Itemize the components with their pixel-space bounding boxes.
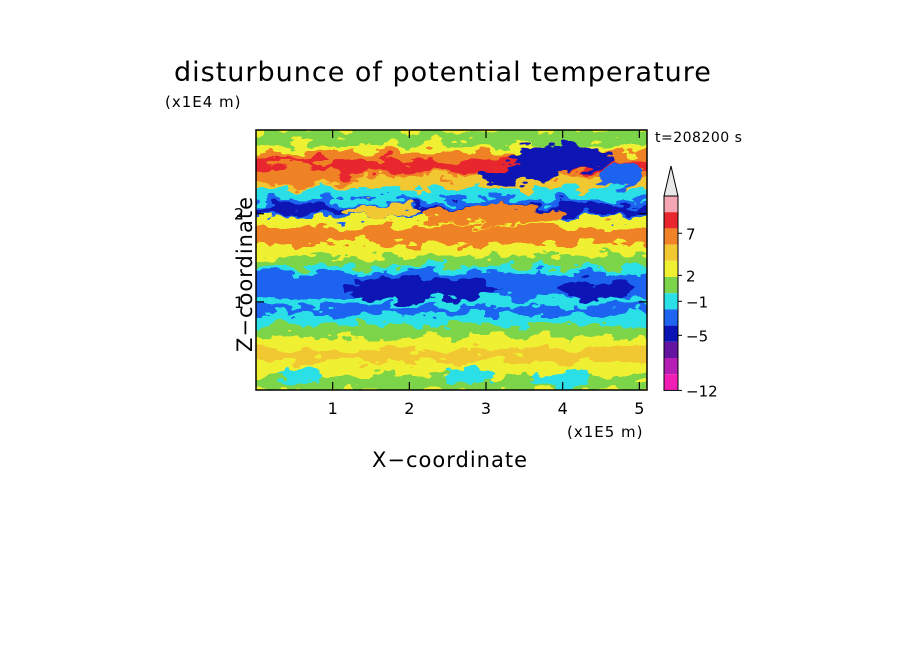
field-feature xyxy=(530,372,590,388)
colorbar-swatch xyxy=(664,277,678,294)
field-feature xyxy=(510,144,610,172)
colorbar-swatch xyxy=(664,358,678,375)
colorbar-swatch xyxy=(664,196,678,213)
colorbar-frame xyxy=(663,195,679,391)
colorbar-tick-label: −5 xyxy=(686,327,708,345)
x-tick-label: 3 xyxy=(481,399,491,418)
colorbar-swatch xyxy=(664,325,678,342)
field-band xyxy=(256,306,647,316)
chart-title: disturbunce of potential temperature xyxy=(174,57,712,88)
plot-frame xyxy=(255,129,648,391)
colorbar-swatch xyxy=(664,341,678,358)
colorbar-extend-arrow xyxy=(663,165,679,197)
colorbar-tick-label: −12 xyxy=(686,382,718,400)
plot-area xyxy=(256,130,647,390)
y-tick-label: 1 xyxy=(234,293,244,312)
x-axis-label: X−coordinate xyxy=(372,448,528,472)
field-band xyxy=(256,188,647,200)
colorbar-swatch xyxy=(664,244,678,261)
colorbar-swatch xyxy=(664,309,678,326)
colorbar-tick-label: 7 xyxy=(686,225,696,243)
field-band xyxy=(256,130,647,145)
field-band xyxy=(256,266,647,276)
field-band xyxy=(256,298,647,306)
field-band xyxy=(256,244,647,258)
x-tick-label: 5 xyxy=(634,399,644,418)
field-band xyxy=(256,336,647,352)
time-label: t=208200 s xyxy=(655,130,743,146)
field-feature xyxy=(340,202,420,218)
field-band xyxy=(256,226,647,244)
colorbar-tick-label: 2 xyxy=(686,267,696,285)
y-tick-label: 2 xyxy=(234,205,244,224)
field-feature xyxy=(280,367,320,383)
field-feature xyxy=(560,282,640,298)
field-feature xyxy=(600,161,640,189)
field-feature xyxy=(475,167,555,183)
field-band xyxy=(256,176,647,190)
x-tick-label: 1 xyxy=(328,399,338,418)
z-axis-unit: (x1E4 m) xyxy=(165,93,242,111)
colorbar-swatch xyxy=(664,260,678,277)
x-tick-label: 2 xyxy=(404,399,414,418)
x-tick-label: 4 xyxy=(558,399,568,418)
colorbar-swatch xyxy=(664,228,678,245)
field-feature xyxy=(445,367,495,383)
colorbar-swatch xyxy=(664,374,678,391)
field-band xyxy=(256,324,647,336)
field-band xyxy=(256,256,647,268)
field-band xyxy=(256,362,647,376)
field-feature xyxy=(420,205,560,225)
field-feature xyxy=(340,278,500,302)
colorbar-swatch xyxy=(664,293,678,310)
field-band xyxy=(256,314,647,326)
colorbar-swatch xyxy=(664,212,678,229)
y-axis-label: Z−coordinate xyxy=(233,196,257,352)
x-axis-unit: (x1E5 m) xyxy=(567,423,644,441)
colorbar: 7 2 −1 −5 −12 xyxy=(663,165,718,400)
field-band xyxy=(256,350,647,362)
field-feature xyxy=(330,160,370,176)
colorbar-tick-label: −1 xyxy=(686,293,708,311)
